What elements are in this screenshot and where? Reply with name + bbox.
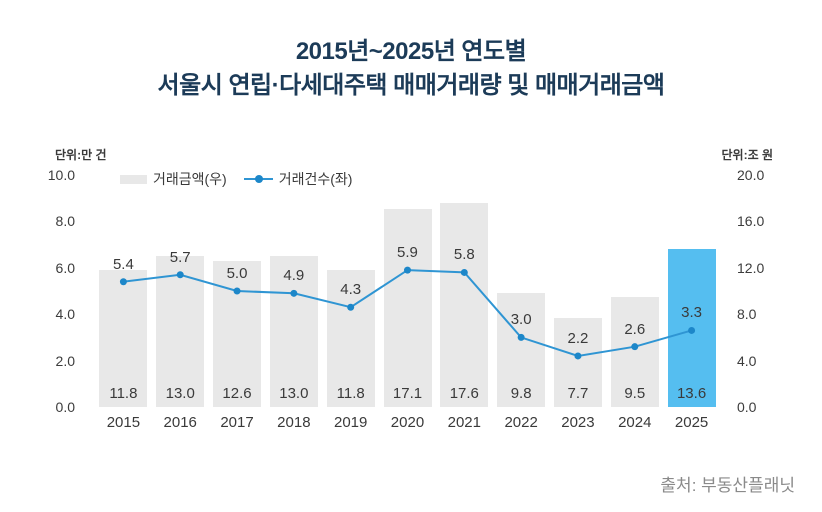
line-value-label: 2.6 (624, 320, 646, 338)
left-axis-tick: 4.0 (55, 306, 75, 323)
bar-2019: 11.8 (326, 270, 375, 407)
line-point-marker (460, 268, 468, 276)
bar-value-label: 11.8 (336, 385, 365, 402)
right-axis-tick: 0.0 (737, 399, 757, 415)
line-series-svg (119, 266, 696, 360)
legend-item-count: 거래건수(좌) (243, 169, 353, 189)
left-axis-tick: 2.0 (55, 352, 75, 369)
bar-value-label: 17.1 (392, 385, 423, 402)
legend-label-amount: 거래금액(우) (153, 171, 227, 187)
bar-value-label: 7.7 (567, 385, 589, 402)
x-axis-label-2020: 2020 (390, 414, 425, 431)
right-axis-tick: 20.0 (737, 167, 765, 183)
bar-value-label: 17.6 (449, 385, 479, 402)
bar-value-label: 11.8 (109, 385, 138, 402)
line-point-marker (517, 333, 525, 341)
line-point-marker (119, 278, 127, 286)
right-axis-tick: 16.0 (737, 213, 765, 230)
bar-value-label: 12.6 (222, 385, 252, 402)
line-value-label: 5.9 (397, 244, 418, 262)
line-value-label: 4.9 (283, 267, 305, 285)
line-value-label: 3.0 (510, 311, 532, 329)
bar-2015: 11.8 (99, 270, 148, 407)
chart-title: 2015년~2025년 연도별 서울시 연립·다세대주택 매매거래량 및 매매거… (0, 35, 822, 103)
bar-2024: 9.5 (610, 296, 659, 407)
bar-2016: 13.0 (156, 256, 205, 407)
line-value-label: 5.4 (112, 255, 134, 273)
x-axis-label-2023: 2023 (561, 414, 595, 431)
x-axis-label-2024: 2024 (618, 414, 652, 431)
line-point-marker (347, 303, 355, 311)
bar-2017: 12.6 (213, 260, 262, 407)
x-axis-label-2019: 2019 (333, 414, 368, 431)
legend-item-amount: 거래금액(우) (120, 169, 227, 189)
bar-value-label: 13.0 (279, 385, 309, 402)
line-point-marker (404, 266, 411, 274)
x-axis-label-2021: 2021 (447, 414, 481, 431)
bar-2018: 13.0 (269, 256, 318, 407)
line-point-marker (574, 352, 582, 360)
x-axis-label-2015: 2015 (106, 414, 141, 431)
bar-value-label: 13.0 (165, 385, 195, 402)
chart-title-line1: 2015년~2025년 연도별 (295, 38, 527, 65)
bar-value-label: 9.8 (510, 385, 532, 402)
source-credit: 출처: 부동산플래닛 (660, 476, 795, 495)
bar-2020: 17.1 (383, 208, 432, 407)
bar-2021: 17.6 (440, 202, 489, 407)
left-axis-tick: 0.0 (55, 399, 75, 415)
line-value-label: 5.7 (169, 248, 191, 266)
left-axis-unit-label: 단위:만 건 (55, 148, 107, 162)
line-point-marker (233, 287, 241, 295)
bar-value-label: 13.6 (676, 385, 707, 402)
line-point-marker (176, 271, 184, 279)
line-value-label: 3.3 (681, 304, 702, 322)
x-axis-label-2016: 2016 (163, 414, 197, 431)
right-axis-unit-label: 단위:조 원 (721, 148, 774, 162)
legend: 거래금액(우) 거래건수(좌) (120, 169, 352, 189)
chart-title-line2: 서울시 연립·다세대주택 매매거래량 및 매매거래금액 (157, 72, 665, 99)
legend-label-count: 거래건수(좌) (278, 171, 353, 187)
x-axis-label-2022: 2022 (504, 414, 538, 431)
bar-value-label: 9.5 (624, 385, 646, 402)
left-axis-tick: 10.0 (47, 167, 75, 183)
left-axis-tick: 6.0 (55, 259, 75, 276)
x-axis-label-2025: 2025 (674, 414, 709, 431)
right-axis-tick: 12.0 (737, 259, 765, 276)
line-value-label: 5.8 (453, 246, 475, 264)
line-point-marker (290, 289, 298, 297)
line-point-marker (688, 326, 696, 334)
bar-2022: 9.8 (497, 293, 546, 407)
x-axis-label-2017: 2017 (220, 414, 254, 431)
line-value-label: 2.2 (567, 329, 589, 347)
plot-area: 11.8 13.0 12.6 13.0 11.8 17.1 17.6 9.8 7.7 9.5 13.… (95, 175, 720, 431)
bar-swatch-icon (120, 174, 147, 184)
bar-2023: 7.7 (553, 317, 602, 407)
line-value-label: 4.3 (340, 281, 362, 299)
right-axis-tick: 4.0 (737, 352, 757, 369)
right-axis-tick: 8.0 (737, 306, 757, 323)
line-marker-icon (243, 175, 273, 183)
x-axis-label-2018: 2018 (277, 414, 311, 431)
left-axis-tick: 8.0 (55, 213, 75, 230)
line-value-label: 5.0 (226, 265, 248, 282)
line-point-marker (631, 343, 639, 351)
